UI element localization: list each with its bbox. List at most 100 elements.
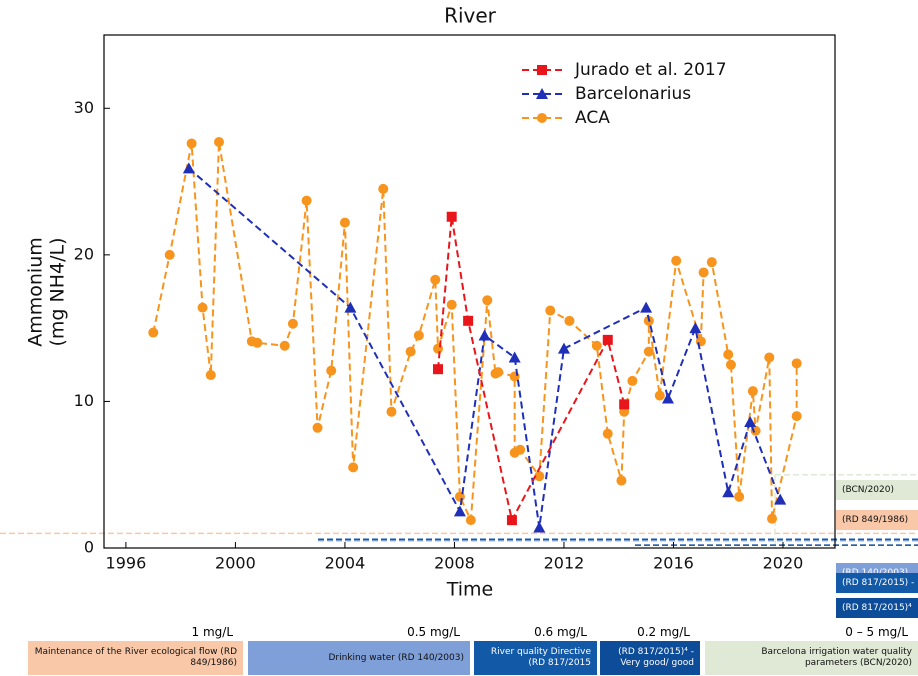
marker: [453, 505, 466, 517]
marker: [182, 162, 195, 174]
marker: [205, 370, 216, 381]
series-line: [188, 167, 782, 528]
marker: [433, 343, 444, 354]
guideline-box: (RD 817/2015)⁴ - Very good/ good: [600, 641, 700, 675]
marker: [661, 392, 674, 404]
marker: [287, 318, 298, 329]
marker: [465, 515, 476, 526]
marker: [213, 136, 224, 147]
guideline-box: Barcelona irrigation water quality param…: [705, 641, 918, 675]
side-label: (RD 817/2015)⁴: [836, 598, 918, 618]
marker: [722, 486, 735, 498]
marker: [627, 375, 638, 386]
y-tick-label: 0: [84, 538, 94, 557]
marker: [482, 295, 493, 306]
y-tick-label: 30: [74, 98, 94, 117]
marker: [654, 390, 665, 401]
x-tick-label: 2020: [763, 554, 804, 573]
side-label: (RD 817/2015) -: [836, 573, 918, 593]
series: [182, 162, 787, 533]
marker: [536, 88, 548, 99]
marker: [643, 346, 654, 357]
guideline-limit: 0.5 mg/L: [407, 625, 460, 639]
y-tick-label: 20: [74, 244, 94, 263]
marker: [537, 113, 547, 123]
marker: [197, 302, 208, 313]
marker: [791, 358, 802, 369]
legend-label: ACA: [575, 108, 610, 128]
plot-frame: [103, 34, 836, 549]
x-tick-label: 2000: [215, 554, 256, 573]
marker: [446, 211, 457, 222]
marker: [506, 515, 517, 526]
marker: [616, 475, 627, 486]
marker: [312, 422, 323, 433]
marker: [339, 217, 350, 228]
marker: [493, 367, 504, 378]
marker: [326, 365, 337, 376]
marker: [405, 346, 416, 357]
guideline-box: Drinking water (RD 140/2003): [248, 641, 470, 675]
y-axis-label: Ammonium: [25, 237, 47, 347]
marker: [344, 301, 357, 313]
marker: [508, 351, 521, 363]
guideline-limit: 1 mg/L: [191, 625, 233, 639]
marker: [433, 364, 444, 375]
marker: [698, 267, 709, 278]
marker: [791, 411, 802, 422]
side-label: (BCN/2020): [836, 480, 918, 500]
marker: [723, 349, 734, 360]
marker: [767, 513, 778, 524]
marker: [463, 315, 474, 326]
marker: [378, 183, 389, 194]
x-tick-label: 2016: [653, 554, 694, 573]
guideline-limit: 0 – 5 mg/L: [845, 625, 908, 639]
marker: [301, 195, 312, 206]
side-label: (RD 849/1986): [836, 510, 918, 530]
marker: [591, 340, 602, 351]
marker: [186, 138, 197, 149]
marker: [164, 249, 175, 260]
y-tick-label: 10: [74, 391, 94, 410]
marker: [602, 428, 613, 439]
series-line: [437, 216, 626, 524]
marker: [725, 359, 736, 370]
marker: [279, 340, 290, 351]
marker: [545, 305, 556, 316]
marker: [430, 274, 441, 285]
guideline-limit: 0.2 mg/L: [637, 625, 690, 639]
x-tick-label: 2008: [434, 554, 475, 573]
marker: [689, 322, 702, 334]
marker: [671, 255, 682, 266]
marker: [764, 352, 775, 363]
guideline-box: Maintenance of the River ecological flow…: [28, 641, 243, 675]
x-tick-label: 1996: [106, 554, 147, 573]
marker: [386, 406, 397, 417]
marker: [602, 334, 613, 345]
marker: [747, 386, 758, 397]
legend-label: Jurado et al. 2017: [574, 60, 727, 80]
marker: [515, 444, 526, 455]
marker: [706, 257, 717, 268]
marker: [557, 342, 570, 354]
x-axis-label: Time: [446, 579, 494, 601]
marker: [537, 65, 547, 75]
x-tick-label: 2012: [544, 554, 585, 573]
marker: [446, 299, 457, 310]
marker: [533, 521, 546, 533]
series: [433, 211, 630, 526]
marker: [619, 399, 630, 410]
chart-title: River: [444, 4, 497, 28]
guideline-box: River quality Directive (RD 817/2015: [474, 641, 597, 675]
marker: [774, 493, 787, 505]
marker: [734, 491, 745, 502]
x-tick-label: 2004: [325, 554, 366, 573]
marker: [348, 462, 359, 473]
marker: [534, 471, 545, 482]
marker: [640, 301, 653, 313]
marker: [744, 415, 757, 427]
guideline-limit: 0.6 mg/L: [534, 625, 587, 639]
legend-label: Barcelonarius: [575, 84, 691, 104]
marker: [564, 315, 575, 326]
